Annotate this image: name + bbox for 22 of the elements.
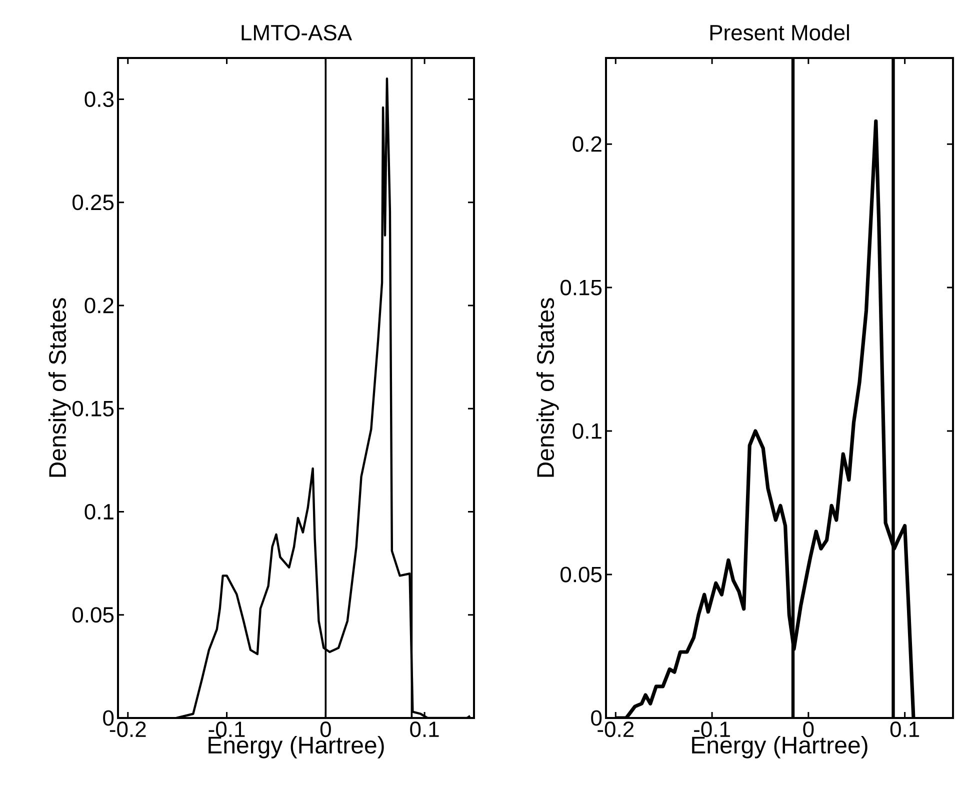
y-tick-label: 0.25 bbox=[72, 194, 114, 210]
y-tick-label: 0.2 bbox=[572, 136, 602, 152]
y-tick-label: 0.3 bbox=[84, 91, 114, 108]
chart-title: LMTO-ASA bbox=[242, 24, 352, 40]
chart-title: Present Model bbox=[710, 24, 849, 40]
y-axis-title: Density of States bbox=[536, 298, 559, 477]
x-tick-label: 0.1 bbox=[890, 722, 920, 738]
y-tick-label: 0.05 bbox=[560, 566, 602, 582]
y-tick-label: 0.1 bbox=[84, 504, 114, 520]
x-tick-label: 0 bbox=[320, 722, 331, 738]
y-tick-label: 0.15 bbox=[72, 400, 114, 416]
y-tick-label: 0.05 bbox=[72, 607, 114, 623]
y-tick-label: 0.15 bbox=[560, 280, 602, 296]
x-tick-label: -0.1 bbox=[694, 722, 730, 738]
y-tick-label: 0.1 bbox=[572, 423, 602, 439]
x-axis-title: Energy (Hartree) bbox=[208, 736, 384, 758]
x-tick-label: 0 bbox=[803, 722, 814, 738]
x-axis-title: Energy (Hartree) bbox=[692, 736, 868, 758]
x-tick-label: 0.1 bbox=[410, 722, 439, 738]
y-axis-title: Density of States bbox=[48, 298, 71, 477]
x-tick-label: -0.1 bbox=[208, 722, 245, 738]
y-tick-label: 0.2 bbox=[84, 298, 114, 314]
